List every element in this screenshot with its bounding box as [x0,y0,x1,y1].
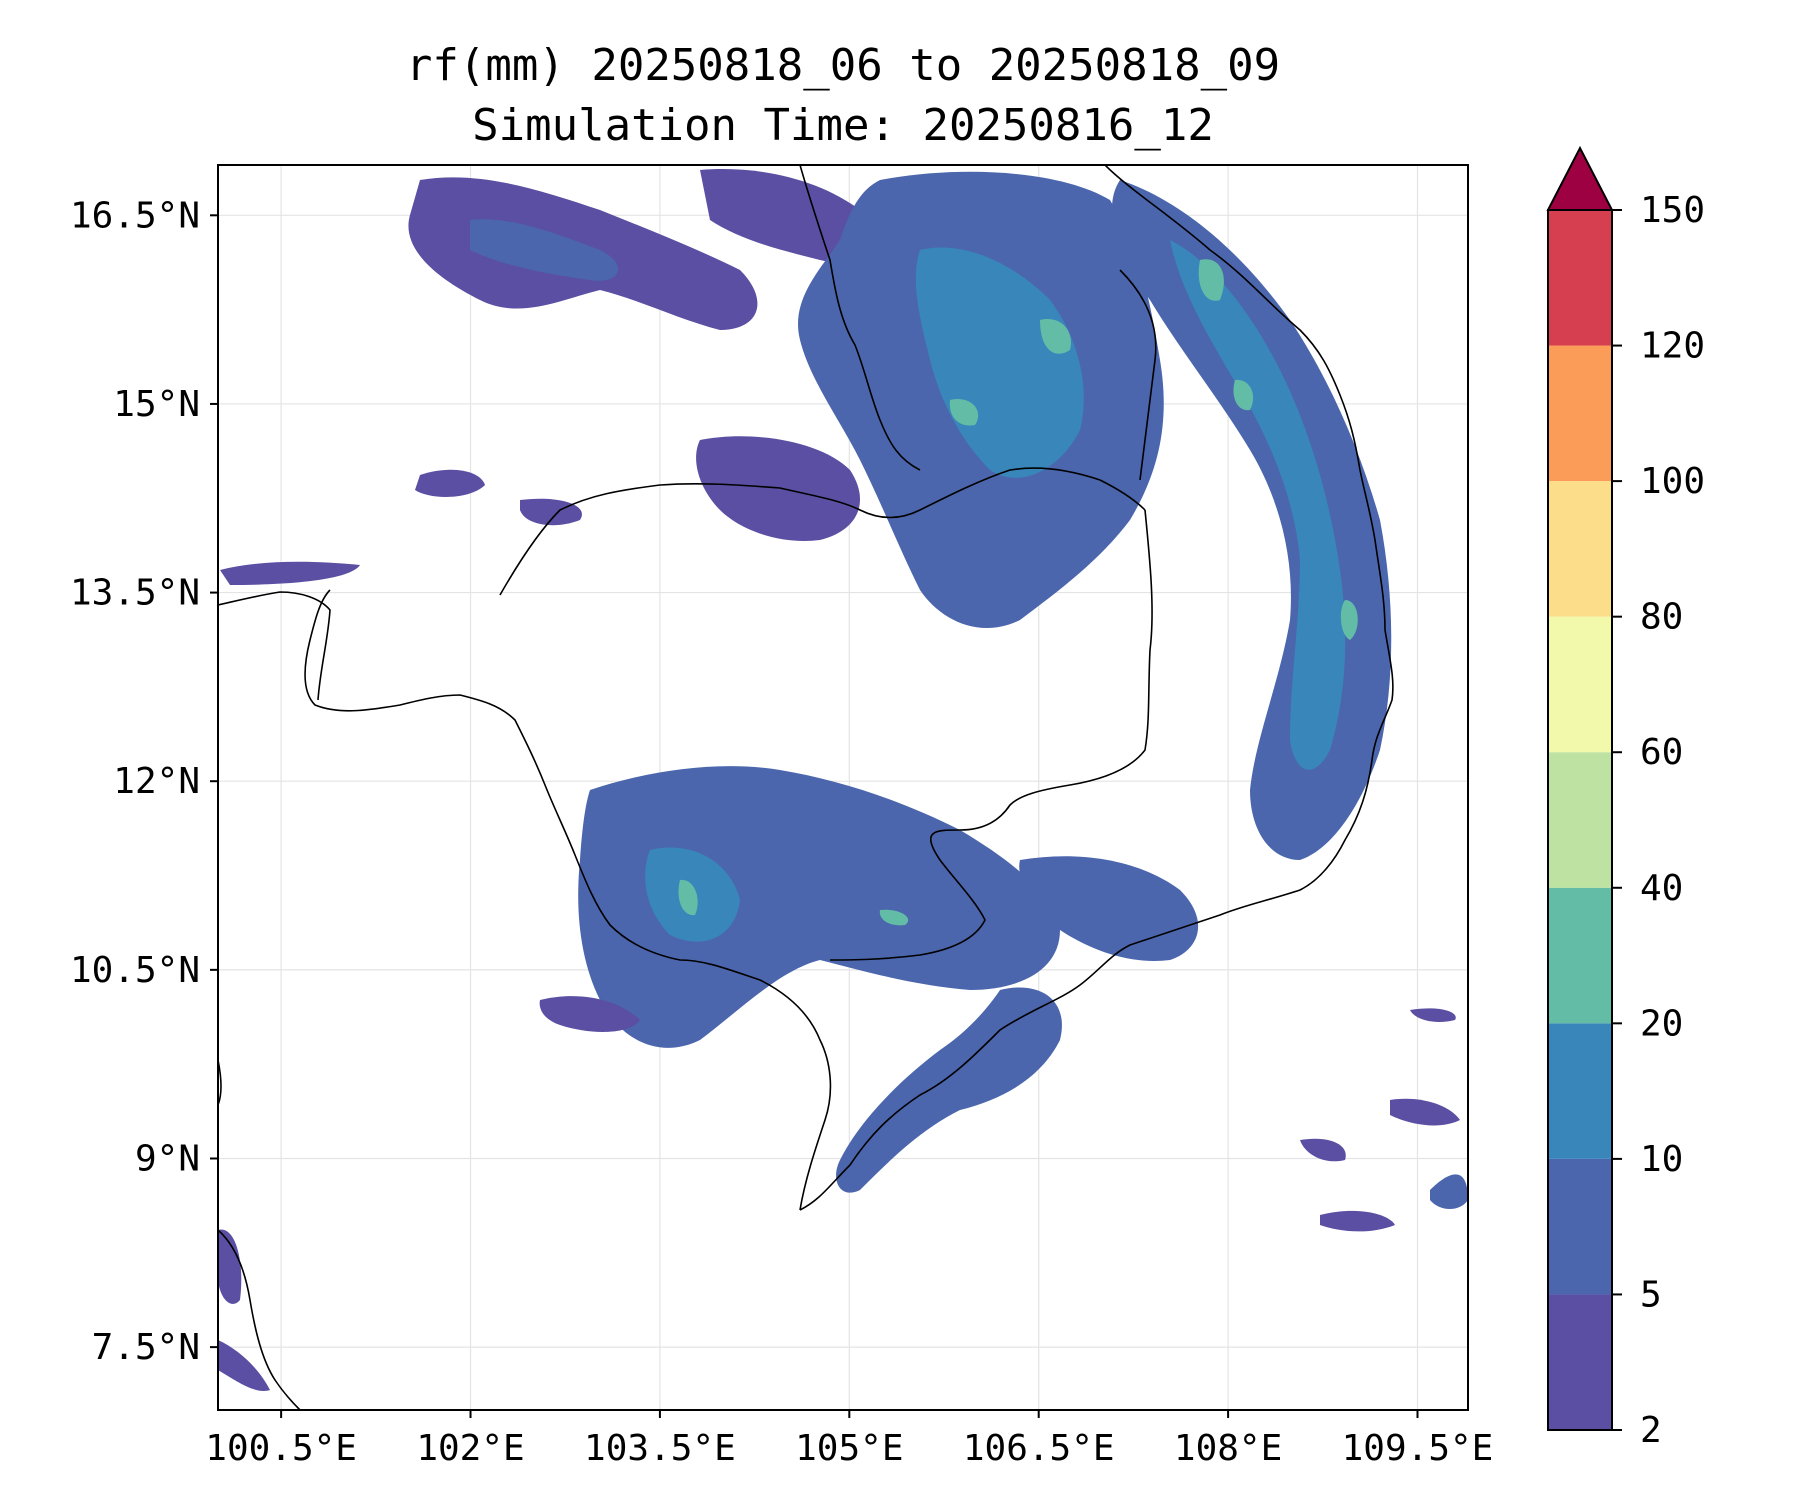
map-frame [217,164,1469,1411]
x-tick-label: 103.5°E [584,1428,736,1469]
border-laos [799,165,1157,481]
rain-blob-sea-2 [1300,1138,1346,1162]
colorbar-bin [1548,1023,1612,1159]
coastline-cambodia [304,589,832,1211]
colorbar-bin [1548,1158,1612,1295]
rain-blob-vn-coast-heavy [1198,259,1358,640]
rain-blob-nw-5 [220,561,360,585]
map-title: rf(mm) 20250818_06 to 20250818_09 Simula… [218,36,1468,156]
colorbar-tick-label: 20 [1640,1003,1683,1044]
border-thailand-west [218,591,331,701]
colorbar-tick-label: 120 [1640,326,1705,367]
rain-blob-sea-5 [1410,1008,1456,1022]
rain-field [218,169,1468,1391]
y-tick-label: 12°N [113,761,200,802]
colorbar-tick-label: 2 [1640,1410,1662,1451]
colorbar-bin [1548,752,1612,888]
colorbar-extend-arrow [1546,145,1614,211]
border-cambodia-vietnam [829,509,1153,961]
title-line-1: rf(mm) 20250818_06 to 20250818_09 [405,40,1281,91]
coastline-malay [218,1229,301,1410]
rain-blob-vn-coast-core [1170,240,1346,770]
colorbar-bin [1548,616,1612,753]
x-tick-label: 109.5°E [1342,1428,1494,1469]
rain-blob-vn-coast [1111,180,1392,860]
y-tick-label: 10.5°N [70,950,200,991]
colorbar-bin [1548,1294,1612,1430]
colorbar-bin [1548,345,1612,482]
colorbar: 2 5 10 20 40 60 80 100 120 150 [1546,145,1705,1451]
coastlines-and-borders [218,165,1394,1410]
rain-blob-se [1019,856,1199,961]
x-tick-label: 108°E [1174,1428,1282,1469]
x-tick-label: 106.5°E [963,1428,1115,1469]
x-tick-label: 102°E [416,1428,524,1469]
y-tick-label: 9°N [135,1138,200,1179]
colorbar-tick-label: 80 [1640,597,1683,638]
colorbar-tick-label: 60 [1640,732,1683,773]
colorbar-bin [1548,210,1612,346]
rain-blob-laos-heavy [949,319,1071,426]
rain-blob-gulf [539,996,640,1032]
x-tick-label: 100.5°E [205,1428,357,1469]
rain-blob-nw-3 [700,169,868,262]
axis-ticks: 100.5°E 102°E 103.5°E 105°E 106.5°E 108°E 109.… [70,195,1493,1469]
rain-blob-sea-1 [1390,1098,1460,1126]
x-tick-label: 105°E [795,1428,903,1469]
colorbar-tick-label: 100 [1640,461,1705,502]
rain-blob-mekong [836,987,1062,1193]
y-tick-label: 7.5°N [92,1327,200,1368]
colorbar-tick-label: 5 [1640,1274,1662,1315]
rain-blob-nw-6 [520,498,582,526]
border-cambodia-thailand [499,467,1146,596]
colorbar-tick-label: 150 [1640,190,1705,231]
y-tick-label: 15°N [113,384,200,425]
rain-blob-nw-2 [470,219,619,281]
colorbar-tick-label: 10 [1640,1139,1683,1180]
rain-blob-sw-cambodia [578,766,1060,1048]
coastline-vietnam [799,165,1394,1211]
colorbar-frame [1547,209,1613,1431]
rain-blob-sea-4 [1430,1174,1468,1209]
rain-blob-sea-3 [1320,1210,1395,1232]
y-tick-label: 16.5°N [70,195,200,236]
rain-blob-sw-heavy [678,879,909,926]
colorbar-bin [1548,481,1612,617]
rain-blob-nw-4 [415,469,485,497]
rain-blob-west-coast [218,1229,270,1391]
colorbar-tick-label: 40 [1640,868,1683,909]
y-tick-label: 13.5°N [70,573,200,614]
colorbar-bin [1548,887,1612,1024]
title-line-2: Simulation Time: 20250816_12 [472,100,1214,151]
